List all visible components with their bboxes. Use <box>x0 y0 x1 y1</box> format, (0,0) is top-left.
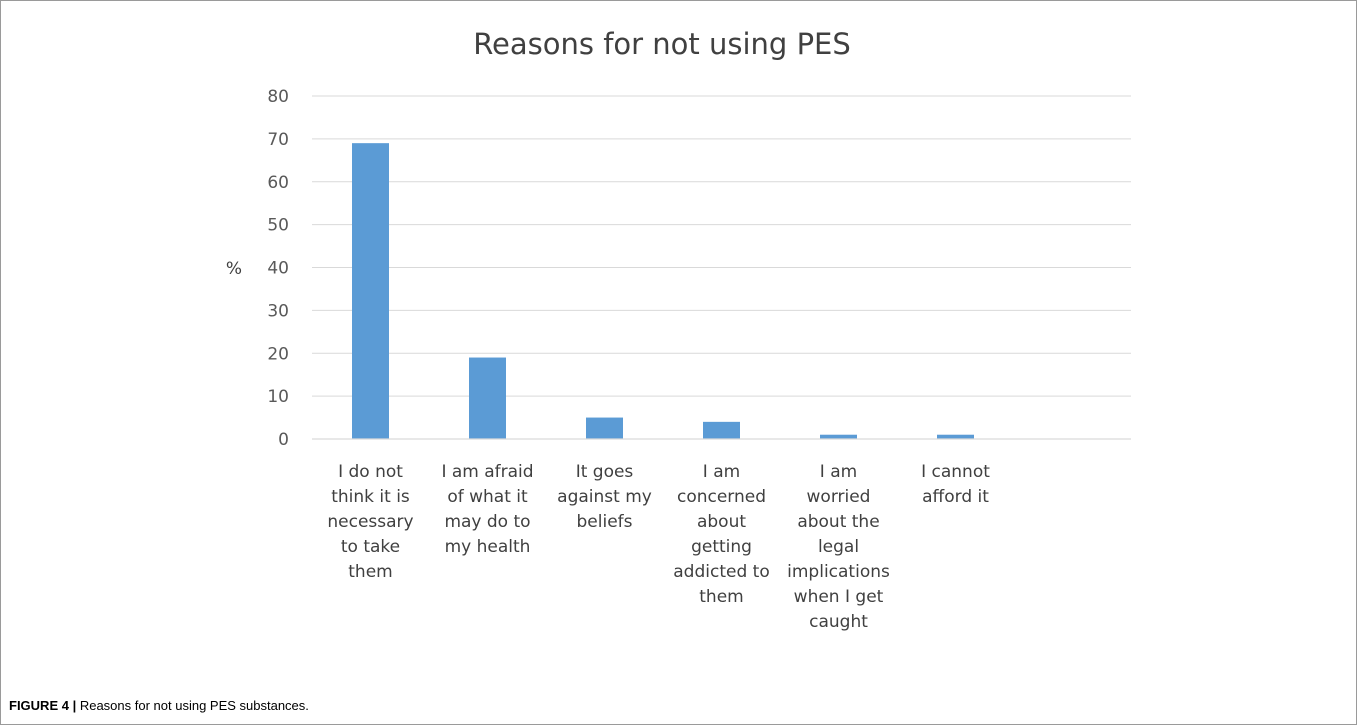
category-label: I cannot afford it <box>921 462 990 507</box>
category-label-line: caught <box>809 612 868 632</box>
y-tick-label: 30 <box>267 301 289 321</box>
category-label: I am concerned about getting addicted to them <box>673 462 769 607</box>
category-label-line: when I get <box>794 587 884 607</box>
bar <box>352 143 389 439</box>
bar <box>937 434 974 439</box>
bar <box>820 434 857 439</box>
caption-label: FIGURE 4 | <box>9 698 77 713</box>
category-label: I am worried about the legal implications whe… <box>787 462 890 632</box>
category-label-line: them <box>348 562 392 582</box>
y-tick-label: 10 <box>267 387 289 407</box>
bar <box>703 421 740 439</box>
category-label-line: may do to <box>444 512 530 532</box>
y-tick-label: 0 <box>278 430 289 450</box>
y-axis-label: % <box>226 259 242 279</box>
category-label-line: I am <box>820 462 857 482</box>
category-label-line: It goes <box>576 462 634 482</box>
category-label-line: concerned <box>677 487 766 507</box>
bar-chart: Reasons for not using PES % 0 10 20 30 40 50 6… <box>226 27 1131 632</box>
category-label-line: them <box>699 587 743 607</box>
category-label-line: I am <box>703 462 740 482</box>
y-tick-label: 70 <box>267 130 289 150</box>
caption-text: Reasons for not using PES substances. <box>79 698 309 713</box>
bar <box>469 357 506 439</box>
bar <box>586 417 623 439</box>
category-label: I am afraid of what it may do to my health <box>441 462 533 557</box>
gridlines <box>312 95 1131 397</box>
category-label-line: necessary <box>327 512 413 532</box>
y-axis-ticks: 0 10 20 30 40 50 60 70 80 <box>267 87 289 450</box>
category-label-line: afford it <box>922 487 989 507</box>
category-label-line: implications <box>787 562 890 582</box>
bars <box>352 143 974 439</box>
category-label-line: against my <box>557 487 652 507</box>
category-label-line: of what it <box>447 487 528 507</box>
y-tick-label: 60 <box>267 173 289 193</box>
y-tick-label: 40 <box>267 259 289 279</box>
y-tick-label: 50 <box>267 216 289 236</box>
category-labels: I do not think it is necessary to take themI… <box>327 462 990 632</box>
category-label-line: to take <box>341 537 400 557</box>
category-label-line: about <box>697 512 746 532</box>
figure-caption: FIGURE 4 | Reasons for not using PES sub… <box>9 698 1339 713</box>
category-label-line: addicted to <box>673 562 769 582</box>
category-label-line: about the <box>797 512 879 532</box>
category-label: It goes against my beliefs <box>557 462 652 532</box>
category-label-line: legal <box>818 537 859 557</box>
category-label-line: my health <box>445 537 531 557</box>
category-label: I do not think it is necessary to take them <box>327 462 413 582</box>
category-label-line: I am afraid <box>441 462 533 482</box>
category-label-line: I cannot <box>921 462 990 482</box>
category-label-line: I do not <box>338 462 403 482</box>
category-label-line: getting <box>691 537 752 557</box>
category-label-line: beliefs <box>577 512 633 532</box>
category-label-line: think it is <box>331 487 410 507</box>
chart-title: Reasons for not using PES <box>473 27 851 61</box>
y-tick-label: 80 <box>267 87 289 107</box>
category-label-line: worried <box>807 487 871 507</box>
y-tick-label: 20 <box>267 344 289 364</box>
